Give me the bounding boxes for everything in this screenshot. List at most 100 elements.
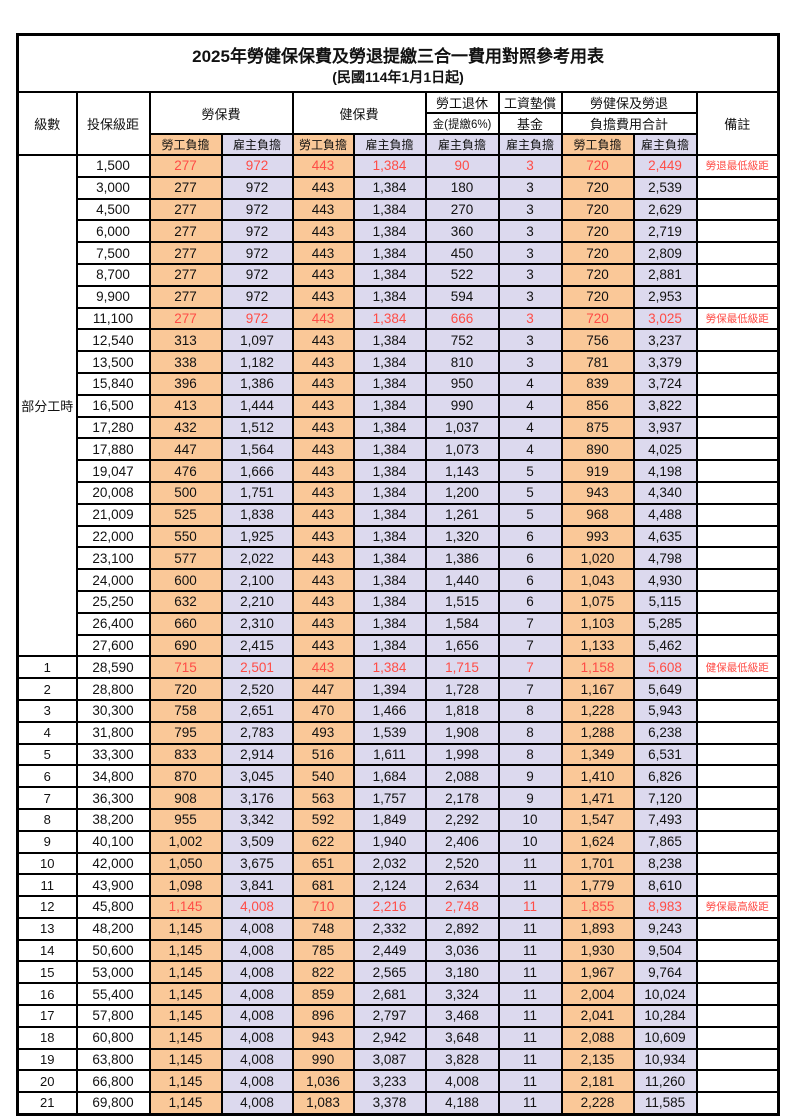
subheader-labor-employee: 勞工負擔: [148, 133, 223, 156]
cell-health-employee: 443: [291, 524, 355, 549]
cell-labor-employer: 4,008: [220, 938, 294, 963]
table-row: 25,250 632 2,210 443 1,384 1,515 6 1,075 5,115: [18, 589, 780, 614]
cell-labor-employee: 1,145: [148, 1069, 223, 1094]
cell-health-employee: 785: [291, 938, 355, 963]
cell-health-employer: 1,384: [352, 546, 427, 571]
cell-labor-employee: 476: [148, 459, 223, 483]
cell-pension-employer: 180: [424, 175, 500, 200]
cell-wage-fund-employer: 3: [497, 262, 563, 287]
cell-level: 13: [16, 916, 78, 941]
table-row: 9 40,100 1,002 3,509 622 1,940 2,406 10 1,624 7,8…: [16, 829, 780, 854]
cell-health-employee: 592: [291, 807, 355, 832]
cell-pension-employer: 752: [424, 328, 500, 353]
cell-total-employee: 1,471: [560, 786, 635, 810]
cell-health-employee: 443: [291, 219, 355, 244]
cell-total-employer: 9,504: [632, 938, 698, 963]
cell-remark: [695, 459, 780, 483]
cell-labor-employer: 4,008: [220, 1069, 294, 1094]
cell-total-employee: 720: [560, 197, 635, 222]
cell-health-employer: 1,384: [352, 371, 427, 396]
cell-bracket: 34,800: [75, 764, 151, 789]
cell-health-employer: 1,384: [352, 393, 427, 418]
cell-remark: [695, 1025, 780, 1050]
cell-pension-employer: 1,818: [424, 698, 500, 723]
subheader-health-employer: 雇主負擔: [352, 133, 427, 156]
cell-total-employer: 4,635: [632, 524, 698, 549]
cell-wage-fund-employer: 4: [497, 393, 563, 418]
cell-bracket: 8,700: [75, 262, 151, 287]
table-row: 15,840 396 1,386 443 1,384 950 4 839 3,724: [18, 371, 780, 396]
cell-total-employer: 11,260: [632, 1069, 698, 1094]
cell-health-employee: 443: [291, 459, 355, 483]
cell-total-employee: 968: [560, 502, 635, 527]
cell-level: 7: [16, 786, 78, 810]
cell-labor-employer: 4,008: [220, 1091, 294, 1116]
cell-remark: [695, 568, 780, 592]
cell-health-employer: 1,384: [352, 437, 427, 462]
cell-wage-fund-employer: 3: [497, 350, 563, 374]
table-row: 8,700 277 972 443 1,384 522 3 720 2,881: [18, 262, 780, 287]
cell-total-employer: 5,115: [632, 589, 698, 614]
cell-wage-fund-employer: 8: [497, 742, 563, 767]
cell-total-employee: 1,167: [560, 677, 635, 701]
cell-labor-employee: 396: [148, 371, 223, 396]
cell-pension-employer: 1,440: [424, 568, 500, 592]
cell-health-employee: 493: [291, 720, 355, 745]
header-pension-line2: 金(提繳6%): [424, 112, 500, 135]
cell-health-employer: 1,384: [352, 524, 427, 549]
cell-total-employer: 10,284: [632, 1004, 698, 1028]
cell-remark: [695, 197, 780, 222]
cell-total-employer: 10,024: [632, 982, 698, 1007]
cell-level: 12: [16, 895, 78, 919]
cell-remark: [695, 350, 780, 374]
cell-bracket: 60,800: [75, 1025, 151, 1050]
cell-bracket: 40,100: [75, 829, 151, 854]
cell-health-employer: 1,757: [352, 786, 427, 810]
cell-health-employee: 470: [291, 698, 355, 723]
cell-labor-employer: 2,783: [220, 720, 294, 745]
cell-wage-fund-employer: 4: [497, 371, 563, 396]
cell-pension-employer: 594: [424, 284, 500, 309]
cell-total-employee: 1,624: [560, 829, 635, 854]
cell-labor-employer: 3,045: [220, 764, 294, 789]
cell-health-employer: 1,384: [352, 262, 427, 287]
page-title: 2025年勞健保保費及勞退提繳三合一費用對照參考用表: [192, 46, 604, 66]
cell-pension-employer: 1,037: [424, 415, 500, 440]
cell-wage-fund-employer: 7: [497, 655, 563, 680]
cell-labor-employee: 1,145: [148, 1047, 223, 1072]
cell-remark: [695, 764, 780, 789]
cell-total-employee: 2,228: [560, 1091, 635, 1116]
cell-labor-employer: 4,008: [220, 895, 294, 919]
cell-total-employee: 1,930: [560, 938, 635, 963]
cell-total-employee: 2,135: [560, 1047, 635, 1072]
cell-remark: 健保最低級距: [695, 655, 780, 680]
header-row-1: 級數 投保級距 勞保費 健保費 勞工退休 工資墊償 勞健保及勞退 備註: [16, 91, 780, 156]
cell-labor-employee: 1,145: [148, 1091, 223, 1116]
cell-labor-employee: 1,145: [148, 960, 223, 985]
cell-remark: 勞保最低級距: [695, 306, 780, 331]
table-row: 12 45,800 1,145 4,008 710 2,216 2,748 11 1,855 8,…: [16, 895, 780, 919]
cell-health-employer: 2,032: [352, 851, 427, 876]
cell-level: 8: [16, 807, 78, 832]
table-row: 20,008 500 1,751 443 1,384 1,200 5 943 4,340: [18, 480, 780, 505]
cell-bracket: 4,500: [75, 197, 151, 222]
cell-wage-fund-employer: 7: [497, 633, 563, 658]
cell-level: 2: [16, 677, 78, 701]
cell-bracket: 57,800: [75, 1004, 151, 1028]
cell-remark: [695, 938, 780, 963]
cell-total-employer: 7,120: [632, 786, 698, 810]
cell-pension-employer: 666: [424, 306, 500, 331]
cell-labor-employer: 2,520: [220, 677, 294, 701]
cell-health-employee: 943: [291, 1025, 355, 1050]
table-row: 13,500 338 1,182 443 1,384 810 3 781 3,379: [18, 350, 780, 374]
cell-health-employer: 2,942: [352, 1025, 427, 1050]
cell-wage-fund-employer: 5: [497, 459, 563, 483]
cell-pension-employer: 990: [424, 393, 500, 418]
table-row: 6,000 277 972 443 1,384 360 3 720 2,719: [18, 219, 780, 244]
cell-health-employer: 1,384: [352, 502, 427, 527]
cell-pension-employer: 2,088: [424, 764, 500, 789]
cell-health-employee: 1,036: [291, 1069, 355, 1094]
cell-total-employer: 4,025: [632, 437, 698, 462]
table-row: 6 34,800 870 3,045 540 1,684 2,088 9 1,410 6,826: [16, 764, 780, 789]
cell-wage-fund-employer: 11: [497, 895, 563, 919]
